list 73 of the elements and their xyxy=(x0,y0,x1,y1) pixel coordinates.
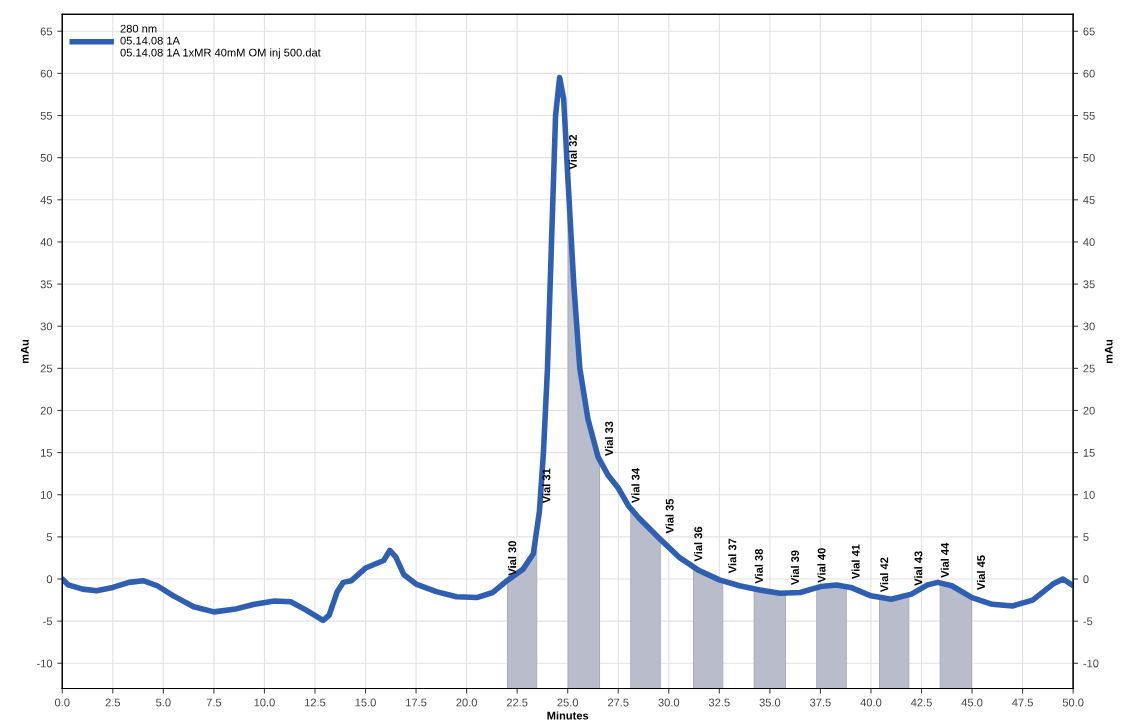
y-axis-title: mAu xyxy=(20,339,29,364)
x-tick-label: 7.5 xyxy=(206,698,222,707)
y-tick-label: 35 xyxy=(40,280,53,289)
y-tick-label: 25 xyxy=(40,364,53,373)
x-tick-label: 15.0 xyxy=(355,698,376,707)
y2-tick-label: 45 xyxy=(1083,196,1095,204)
band-label: Vial 34 xyxy=(631,468,640,503)
y-tick-label: 30 xyxy=(40,322,53,331)
x-tick-label: 2.5 xyxy=(105,698,121,707)
legend-label: 280 nm 05.14.08 1A 05.14.08 1A 1xMR 40mM OM inj 500.dat xyxy=(120,24,321,59)
band-label: Vial 40 xyxy=(817,548,826,583)
y-tick-label: 50 xyxy=(40,153,53,162)
y-tick-label: -5 xyxy=(43,617,53,626)
annotation: Vial 37 xyxy=(728,538,737,574)
y2-tick-label: 60 xyxy=(1083,69,1095,78)
y-tick-label: 60 xyxy=(40,69,53,78)
annotation: Vial 31 xyxy=(542,468,551,504)
x-tick-label: 27.5 xyxy=(607,698,629,707)
x-tick-label: 12.5 xyxy=(305,698,326,707)
y2-tick-label: 55 xyxy=(1083,111,1095,120)
y-tick-label: 40 xyxy=(40,238,53,247)
band-label: Vial 38 xyxy=(754,548,763,584)
y-tick-label: 0 xyxy=(46,575,53,584)
x-tick-label: 17.5 xyxy=(406,698,427,707)
x-tick-label: 37.5 xyxy=(810,698,831,707)
annotation: Vial 33 xyxy=(604,421,614,456)
x-tick-label: 40.0 xyxy=(860,698,882,707)
y2-tick-label: -10 xyxy=(1083,659,1099,668)
y-tick-label: 10 xyxy=(41,491,53,499)
band-label: Vial 44 xyxy=(940,542,949,578)
x-axis-title: Minutes xyxy=(547,711,589,720)
y-tick-label: 55 xyxy=(40,111,53,120)
y2-tick-label: 30 xyxy=(1083,322,1095,331)
y2-tick-label: 10 xyxy=(1083,491,1095,499)
y2-tick-label: 0 xyxy=(1083,575,1089,584)
y2-tick-label: 35 xyxy=(1083,280,1095,289)
y-tick-label: -10 xyxy=(36,659,53,668)
y2-tick-label: 25 xyxy=(1083,364,1095,373)
x-tick-label: 42.5 xyxy=(910,698,932,707)
y2-tick-label: 65 xyxy=(1083,27,1095,36)
band-label: Vial 32 xyxy=(568,134,577,170)
y2-tick-label: 15 xyxy=(1083,448,1095,457)
y2-tick-label: -5 xyxy=(1083,617,1093,626)
y2-tick-label: 40 xyxy=(1083,238,1095,247)
y2-axis-title: mAu xyxy=(1104,339,1113,364)
x-tick-label: 32.5 xyxy=(708,698,730,707)
x-tick-label: 20.0 xyxy=(456,698,477,707)
x-tick-label: 0.0 xyxy=(54,698,70,707)
y-tick-label: 5 xyxy=(46,533,53,542)
x-tick-label: 22.5 xyxy=(506,698,528,707)
annotation: Vial 39 xyxy=(790,550,800,585)
x-tick-label: 45.0 xyxy=(961,698,983,707)
x-tick-label: 35.0 xyxy=(759,698,781,707)
band-label: Vial 30 xyxy=(508,541,517,576)
band-label: Vial 42 xyxy=(880,557,889,593)
y2-tick-label: 20 xyxy=(1083,406,1095,415)
annotation: Vial 41 xyxy=(851,544,860,580)
y-tick-label: 65 xyxy=(40,27,53,36)
annotation: Vial 35 xyxy=(665,498,674,534)
x-tick-label: 30.0 xyxy=(658,698,680,707)
band-label: Vial 36 xyxy=(694,526,703,562)
y-tick-label: 15 xyxy=(41,448,53,457)
y-tick-label: 20 xyxy=(40,406,53,415)
y2-tick-label: 5 xyxy=(1083,533,1089,542)
y-tick-label: 45 xyxy=(40,196,53,204)
annotation: Vial 45 xyxy=(976,555,986,590)
x-tick-label: 47.5 xyxy=(1012,698,1033,707)
x-tick-label: 50.0 xyxy=(1062,698,1084,707)
annotation: Vial 43 xyxy=(914,551,923,586)
x-tick-label: 25.0 xyxy=(557,698,579,707)
x-tick-label: 10.0 xyxy=(254,698,275,707)
x-tick-label: 5.0 xyxy=(156,698,171,707)
y2-tick-label: 50 xyxy=(1083,153,1095,162)
